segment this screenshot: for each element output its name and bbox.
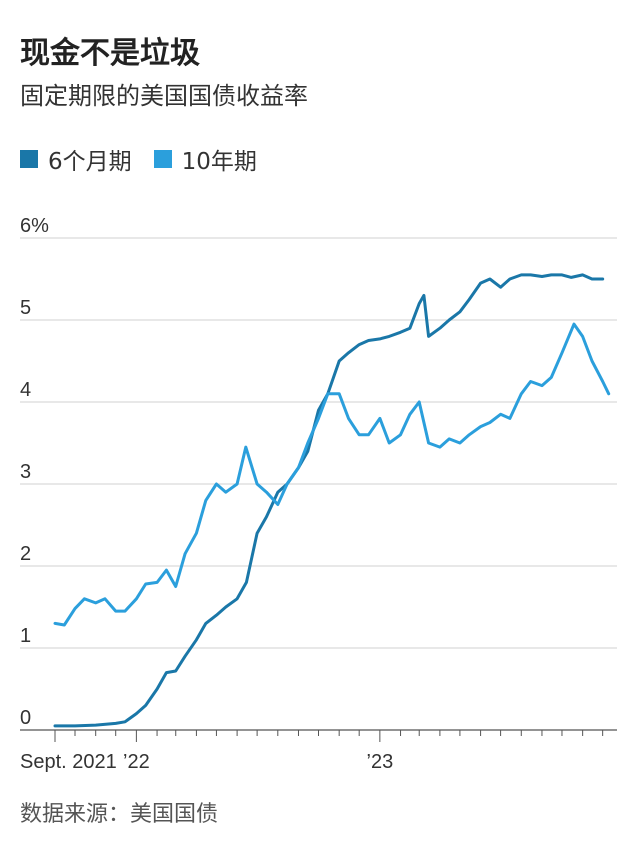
y-tick-label-0: 0	[20, 707, 31, 729]
legend-swatch-series-1	[153, 150, 172, 168]
y-tick-label-5: 5	[20, 297, 31, 319]
legend-swatch-series-0	[20, 150, 38, 168]
y-tick-label-3: 3	[20, 461, 31, 483]
x-tick-label-2023-01: ’23	[367, 751, 394, 773]
legend-item-series-1: 10年期	[153, 142, 257, 176]
source-note: 数据来源：美国国债	[20, 802, 219, 827]
legend-label-series-0: 6个月期	[48, 149, 132, 175]
x-tick-label-2021-09: Sept. 2021	[20, 751, 117, 773]
series-line-1	[53, 322, 611, 627]
y-tick-label-4: 4	[20, 379, 31, 401]
y-tick-label-1: 1	[20, 625, 31, 647]
x-tick-label-2022-01: ’22	[123, 751, 150, 773]
chart-legend: 6个月期 10年期	[20, 142, 279, 176]
chart-title: 现金不是垃圾	[20, 36, 200, 71]
y-tick-label-2: 2	[20, 543, 31, 565]
y-tick-label-6: 6%	[20, 215, 49, 237]
chart-subtitle: 固定期限的美国国债收益率	[20, 82, 308, 110]
legend-item-series-0: 6个月期	[20, 142, 132, 176]
legend-label-series-1: 10年期	[181, 149, 257, 175]
series-line-0	[53, 273, 605, 728]
